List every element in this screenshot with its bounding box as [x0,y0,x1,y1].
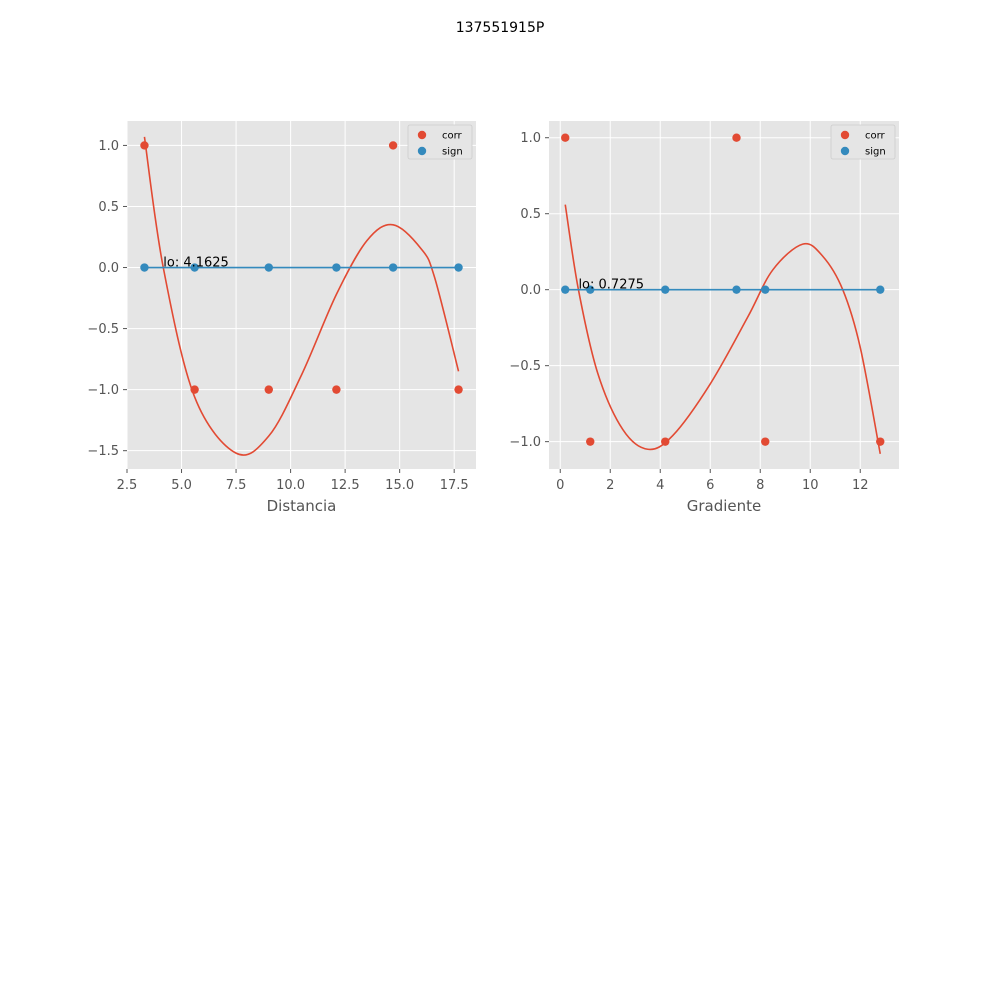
sign-point [561,285,570,294]
y-tick-label: −1.0 [509,435,541,450]
legend-marker-corr [417,130,427,140]
legend-label-sign: sign [442,147,463,158]
corr-point [454,385,463,394]
subplot-gradiente: 0 2 4 6 8 10 12 1.0 0.5 0.0 −0.5 −1.0 Gradiente lo: 0… [509,121,899,515]
y-tick-label: −0.5 [509,359,541,374]
sign-point [140,263,149,272]
sign-point [661,285,670,294]
sign-point [732,285,741,294]
y-tick-label: 0.5 [520,207,541,222]
corr-point [586,437,595,446]
y-tick-label: 1.0 [98,139,119,154]
annotation-lo: lo: 0.7275 [578,278,644,293]
x-tick-label: 8 [756,478,764,493]
x-tick-label: 4 [656,478,664,493]
sign-point [388,263,398,272]
sign-point [761,285,770,294]
corr-point [140,141,149,150]
x-tick-label: 0 [556,478,564,493]
legend-label-corr: corr [865,131,886,142]
corr-point [388,141,398,150]
x-tick-label: 17.5 [440,478,469,493]
x-tick-label: 12 [852,478,869,493]
x-tick-label: 7.5 [226,478,247,493]
plot-area [127,121,476,469]
plot-area [549,121,899,469]
sign-point [264,263,273,272]
corr-point [732,133,741,142]
corr-point [332,385,341,394]
sign-point [190,263,199,272]
x-tick-label: 10 [802,478,819,493]
corr-point [561,133,570,142]
y-tick-label: −1.0 [87,383,119,398]
figure-title: 137551915P [456,20,545,36]
x-tick-label: 10.0 [276,478,305,493]
x-tick-label: 6 [706,478,714,493]
legend-marker-sign [417,146,427,156]
corr-fit-curve [143,136,460,456]
legend-marker-corr [840,130,850,140]
corr-point [190,385,199,394]
legend-label-corr: corr [442,131,463,142]
sign-point [454,263,463,272]
y-tick-label: 0.5 [98,200,119,215]
x-tick-label: 2.5 [117,478,138,493]
x-tick-label: 12.5 [331,478,360,493]
sign-point [332,263,341,272]
corr-point [661,437,670,446]
sign-point [586,285,595,294]
y-tick-label: 1.0 [520,131,541,146]
corr-point [761,437,770,446]
y-tick-label: 0.0 [98,261,119,276]
y-tick-label: −1.5 [87,444,119,459]
sign-point [876,285,885,294]
legend-label-sign: sign [865,147,886,158]
corr-point [264,385,273,394]
corr-point [876,437,885,446]
legend-marker-sign [840,146,850,156]
subplot-distancia: 2.5 5.0 7.5 10.0 12.5 15.0 17.5 1.0 0.5 0.0 −0.5 −1… [87,121,476,515]
y-tick-label: −0.5 [87,322,119,337]
x-tick-label: 15.0 [385,478,414,493]
x-axis-label: Distancia [267,497,337,515]
x-tick-label: 2 [606,478,614,493]
annotation-lo: lo: 4.1625 [163,256,229,271]
y-tick-label: 0.0 [520,283,541,298]
x-tick-label: 5.0 [171,478,192,493]
x-axis-label: Gradiente [687,497,762,515]
